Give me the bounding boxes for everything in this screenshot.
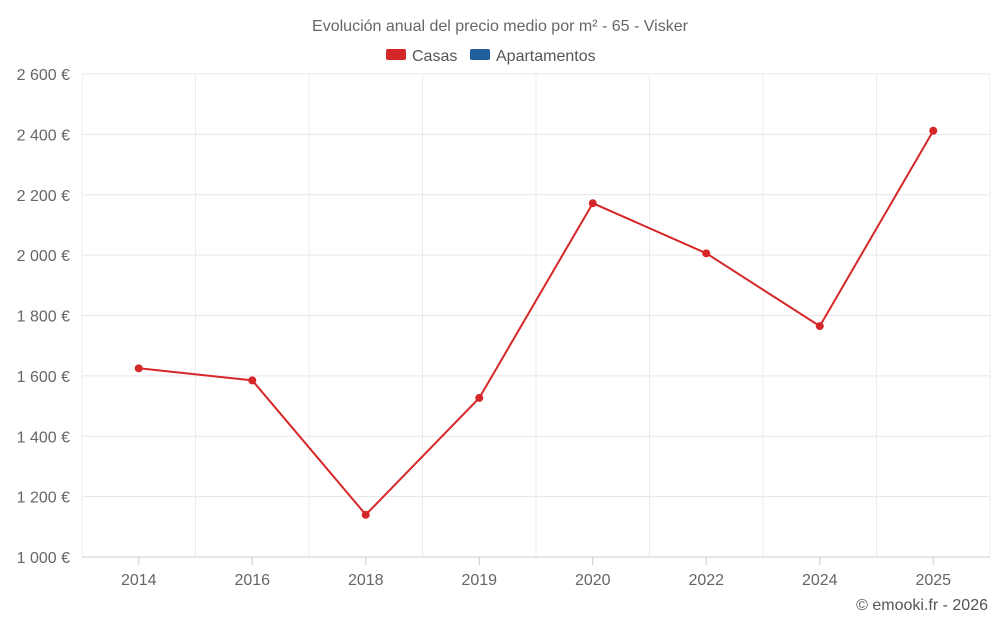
x-tick-label: 2018 bbox=[348, 572, 384, 589]
x-tick-label: 2014 bbox=[121, 572, 157, 589]
x-tick-label: 2016 bbox=[234, 572, 270, 589]
x-tick-label: 2025 bbox=[915, 572, 951, 589]
y-axis: 1 000 € 1 200 € 1 400 € 1 600 € 1 800 € 2 000… bbox=[17, 67, 70, 567]
legend-swatch-casas bbox=[386, 49, 406, 60]
y-tick-label: 2 400 € bbox=[17, 127, 70, 144]
x-tick-label: 2019 bbox=[461, 572, 497, 589]
series-line-casas bbox=[138, 130, 935, 516]
y-tick-label: 2 600 € bbox=[17, 67, 70, 84]
y-tick-label: 2 200 € bbox=[17, 188, 70, 205]
legend-label-apartamentos[interactable]: Apartamentos bbox=[496, 48, 596, 65]
x-tick-label: 2022 bbox=[688, 572, 724, 589]
legend-swatch-apartamentos bbox=[470, 49, 490, 60]
grid bbox=[81, 73, 991, 558]
data-point-2016[interactable] bbox=[248, 376, 257, 385]
y-tick-label: 2 000 € bbox=[17, 248, 70, 265]
data-point-2020[interactable] bbox=[588, 199, 597, 208]
y-tick-label: 1 800 € bbox=[17, 309, 70, 326]
data-point-2024[interactable] bbox=[815, 322, 824, 331]
legend: Casas Apartamentos bbox=[386, 48, 596, 65]
y-tick-label: 1 400 € bbox=[17, 429, 70, 446]
x-tick-label: 2020 bbox=[575, 572, 611, 589]
credit-text: © emooki.fr - 2026 bbox=[856, 597, 988, 614]
chart-title: Evolución anual del precio medio por m² … bbox=[312, 18, 689, 35]
data-point-2025[interactable] bbox=[929, 126, 938, 135]
y-tick-label: 1 000 € bbox=[17, 550, 70, 567]
legend-label-casas[interactable]: Casas bbox=[412, 48, 457, 65]
x-axis: 2014 2016 2018 2019 2020 2022 2024 2025 bbox=[82, 556, 990, 589]
data-point-2022[interactable] bbox=[702, 249, 711, 258]
x-tick-label: 2024 bbox=[802, 572, 838, 589]
y-tick-label: 1 600 € bbox=[17, 369, 70, 386]
series-layer bbox=[134, 126, 938, 519]
data-point-2018[interactable] bbox=[361, 510, 370, 519]
data-point-2019[interactable] bbox=[475, 393, 484, 402]
data-point-2014[interactable] bbox=[134, 364, 143, 373]
y-tick-label: 1 200 € bbox=[17, 490, 70, 507]
